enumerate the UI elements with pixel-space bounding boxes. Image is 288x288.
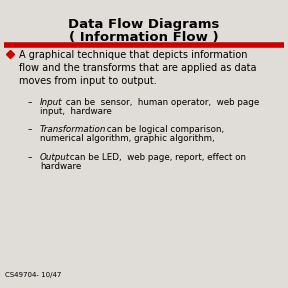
Text: numerical algorithm, graphic algorithm,: numerical algorithm, graphic algorithm, xyxy=(40,134,215,143)
Text: A graphical technique that depicts information
flow and the transforms that are : A graphical technique that depicts infor… xyxy=(19,50,257,86)
Text: input,  hardware: input, hardware xyxy=(40,107,112,116)
Text: Input: Input xyxy=(40,98,62,107)
Text: Output: Output xyxy=(40,153,70,162)
Text: –: – xyxy=(28,153,32,162)
Text: –: – xyxy=(28,98,32,107)
Text: can be  sensor,  human operator,  web page: can be sensor, human operator, web page xyxy=(63,98,259,107)
Text: Transformation: Transformation xyxy=(40,125,106,134)
Text: hardware: hardware xyxy=(40,162,81,171)
Text: ( Information Flow ): ( Information Flow ) xyxy=(69,31,219,44)
Text: Data Flow Diagrams: Data Flow Diagrams xyxy=(68,18,220,31)
Text: –: – xyxy=(28,125,32,134)
Text: can be LED,  web page, report, effect on: can be LED, web page, report, effect on xyxy=(67,153,246,162)
Text: can be logical comparison,: can be logical comparison, xyxy=(104,125,224,134)
Text: CS49704- 10/47: CS49704- 10/47 xyxy=(5,272,61,278)
